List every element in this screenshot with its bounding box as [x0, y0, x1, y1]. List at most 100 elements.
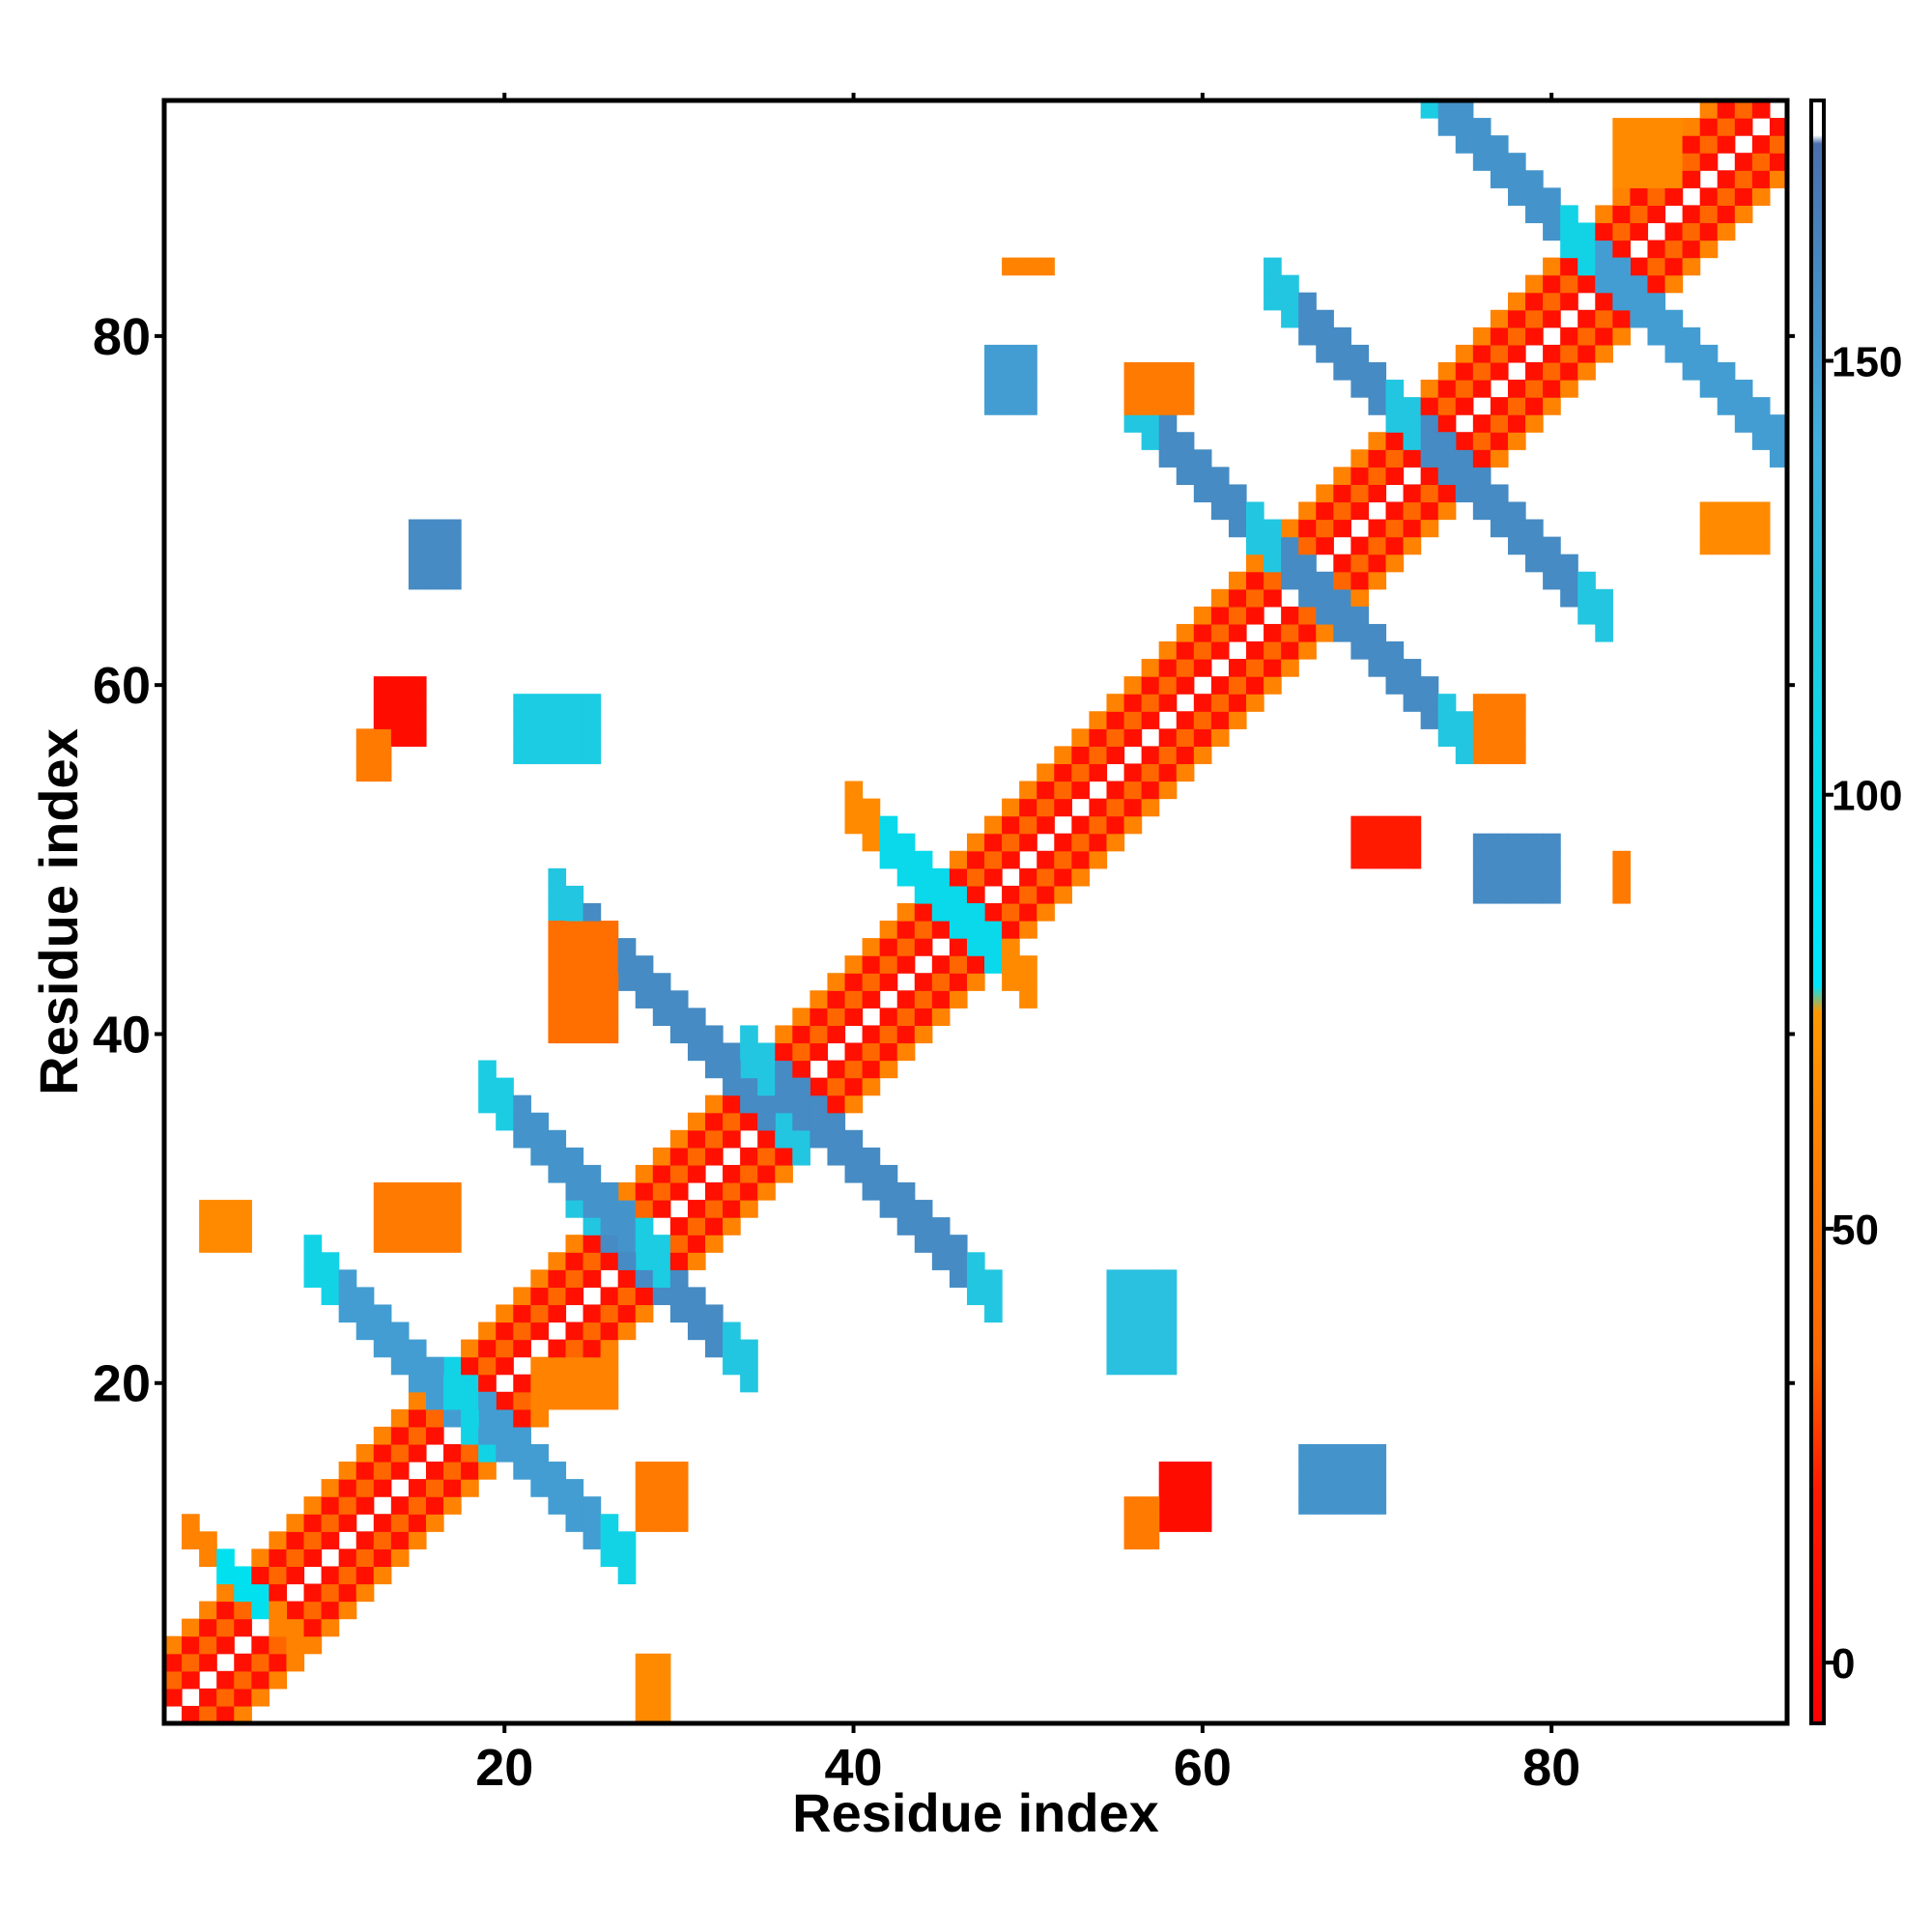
heatmap-cell: [635, 1688, 654, 1707]
heatmap-cell: [1437, 484, 1457, 503]
heatmap-cell: [1333, 588, 1351, 608]
heatmap-cell: [425, 1182, 444, 1201]
heatmap-cell: [879, 815, 898, 835]
heatmap-cell: [565, 1164, 584, 1183]
heatmap-cell: [879, 1008, 898, 1027]
heatmap-cell: [530, 1321, 550, 1341]
heatmap-cell: [373, 746, 392, 765]
heatmap-cell: [1507, 380, 1526, 398]
heatmap-cell: [1246, 606, 1264, 625]
heatmap-cell: [879, 938, 898, 956]
heatmap-cell: [582, 1217, 602, 1236]
heatmap-cell: [740, 1042, 758, 1062]
heatmap-cell: [635, 1252, 654, 1270]
colorbar-tick-label: 100: [1832, 773, 1902, 820]
heatmap-cell: [1176, 746, 1195, 765]
heatmap-cell: [1734, 397, 1753, 415]
heatmap-cell: [390, 676, 410, 695]
heatmap-cell: [1647, 187, 1666, 206]
heatmap-cell: [1682, 240, 1701, 259]
heatmap-cell: [269, 1670, 288, 1690]
heatmap-cell: [1141, 414, 1160, 433]
heatmap-cell: [582, 990, 602, 1009]
heatmap-cell: [827, 990, 846, 1009]
heatmap-cell: [1472, 833, 1492, 852]
heatmap-cell: [1210, 676, 1230, 695]
heatmap-cell: [1054, 746, 1072, 765]
heatmap-cell: [1298, 1462, 1317, 1480]
heatmap-cell: [844, 815, 864, 835]
heatmap-cell: [879, 1060, 898, 1079]
heatmap-cell: [862, 955, 881, 974]
heatmap-cell: [1490, 309, 1509, 328]
heatmap-cell: [1002, 973, 1020, 991]
heatmap-cell: [1228, 711, 1247, 729]
heatmap-cell: [879, 1164, 898, 1183]
heatmap-cell: [669, 1496, 689, 1515]
heatmap-cell: [1437, 397, 1457, 415]
heatmap-cell: [705, 1094, 724, 1114]
heatmap-cell: [1734, 118, 1753, 136]
heatmap-cell: [1420, 414, 1439, 433]
heatmap-cell: [565, 885, 584, 904]
heatmap-cell: [1472, 467, 1492, 486]
heatmap-cell: [1560, 205, 1578, 224]
heatmap-cell: [600, 1182, 619, 1201]
heatmap-cell: [1176, 1514, 1195, 1532]
heatmap-cell: [635, 955, 654, 974]
heatmap-cell: [1455, 711, 1474, 729]
heatmap-cell: [687, 1321, 706, 1341]
heatmap-cell: [1123, 1287, 1143, 1306]
heatmap-cell: [1298, 292, 1317, 311]
heatmap-cell: [1647, 118, 1666, 136]
heatmap-cell: [896, 1182, 916, 1201]
heatmap-cell: [1350, 1462, 1370, 1480]
heatmap-cell: [1193, 1462, 1212, 1480]
heatmap-cell: [1595, 222, 1613, 242]
heatmap-cell: [1507, 187, 1526, 206]
heatmap-cell: [1543, 257, 1561, 276]
heatmap-cell: [1123, 361, 1143, 381]
heatmap-cell: [1158, 781, 1178, 800]
heatmap-cell: [548, 1269, 567, 1288]
heatmap-cell: [635, 1182, 654, 1201]
heatmap-cell: [1490, 728, 1509, 747]
heatmap-cell: [582, 1164, 602, 1183]
heatmap-cell: [1158, 763, 1178, 782]
heatmap-cell: [478, 1462, 497, 1480]
heatmap-cell: [1490, 397, 1509, 415]
heatmap-cell: [269, 1566, 288, 1585]
heatmap-cell: [1350, 467, 1370, 486]
heatmap-cell: [1437, 501, 1457, 521]
y-tick-label: 80: [93, 308, 151, 366]
heatmap-cell: [723, 1042, 741, 1062]
heatmap-cell: [844, 1129, 864, 1149]
heatmap-cell: [1123, 397, 1143, 415]
heatmap-cell: [1455, 432, 1474, 450]
heatmap-cell: [1630, 309, 1649, 328]
heatmap-cell: [775, 1060, 793, 1079]
heatmap-cell: [1507, 414, 1526, 433]
heatmap-cell: [1560, 274, 1578, 294]
heatmap-cell: [478, 1391, 497, 1410]
heatmap-cell: [1210, 606, 1230, 625]
heatmap-cell: [652, 1705, 671, 1724]
heatmap-cell: [652, 1688, 671, 1707]
heatmap-cell: [1071, 781, 1091, 800]
heatmap-cell: [478, 1356, 497, 1376]
heatmap-cell: [1385, 815, 1405, 835]
heatmap-cell: [548, 1374, 567, 1393]
heatmap-cell: [251, 1583, 270, 1603]
heatmap-cell: [1490, 484, 1509, 503]
heatmap-cell: [757, 1147, 776, 1166]
heatmap-cell: [705, 1217, 724, 1236]
heatmap-cell: [844, 973, 864, 991]
heatmap-cell: [1543, 833, 1561, 852]
heatmap-cell: [1141, 659, 1160, 677]
heatmap-cell: [286, 1635, 305, 1655]
heatmap-cell: [1176, 449, 1195, 468]
heatmap-cell: [1630, 205, 1649, 224]
heatmap-cell: [1543, 571, 1561, 590]
heatmap-cell: [1002, 938, 1020, 956]
heatmap-cell: [565, 1008, 584, 1027]
